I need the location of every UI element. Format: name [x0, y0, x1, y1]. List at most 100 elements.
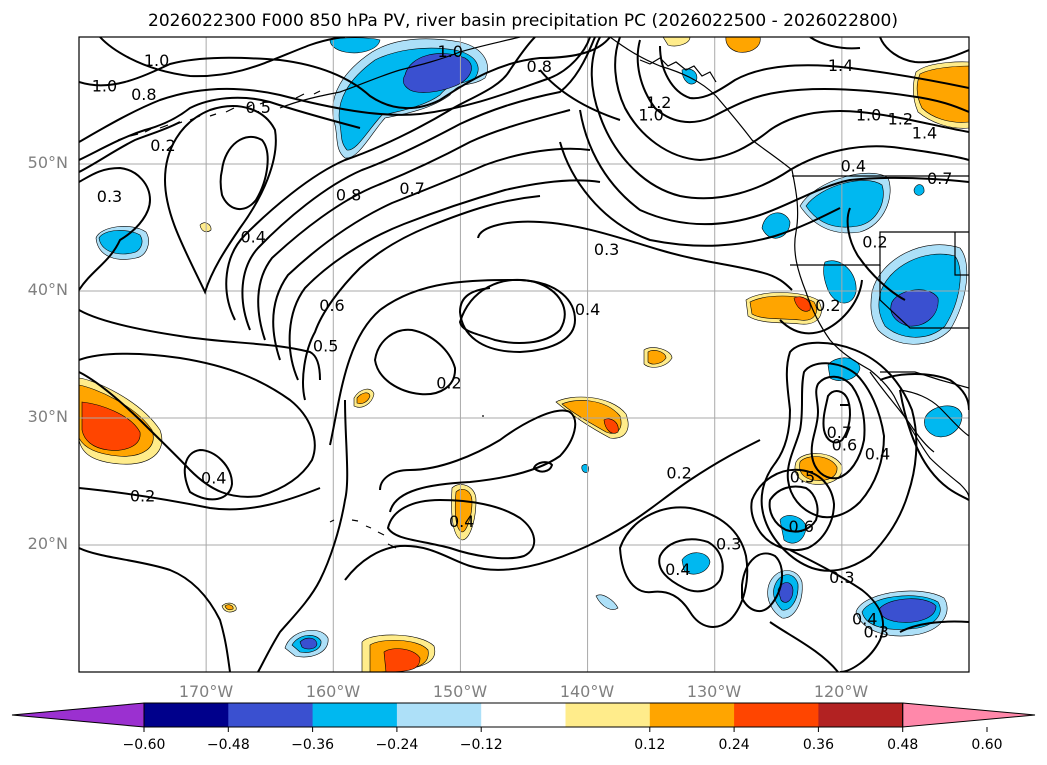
lat-tick-labels: 50°N 40°N 30°N 20°N — [28, 153, 68, 553]
lon-tick-label: 130°W — [687, 682, 742, 701]
contour-labels: 1.01.00.80.50.20.30.40.8 0.70.60.51.00.80… — [92, 42, 953, 641]
anomaly-blob-positive-misc — [199, 37, 969, 672]
pv-contour — [386, 498, 535, 560]
coastline-bc-islands — [639, 57, 717, 83]
contour-label: 0.7 — [827, 423, 852, 442]
pv-contour — [659, 45, 969, 100]
contour-label: 0.2 — [150, 136, 175, 155]
pv-contour — [183, 448, 234, 501]
pv-contour — [810, 375, 866, 480]
pv-contour — [822, 390, 851, 444]
pv-contour — [79, 547, 231, 672]
contour-label: 0.5 — [313, 337, 338, 356]
pv-contour — [79, 37, 611, 110]
colorbar-tick-label: 0.48 — [887, 737, 918, 753]
precip-shading — [79, 37, 969, 672]
contour-label: 0.4 — [852, 610, 877, 629]
contour-label: 0.3 — [716, 535, 741, 554]
colorbar-bin — [818, 703, 904, 727]
gridlines — [79, 37, 969, 672]
pv-contour — [809, 37, 861, 50]
border-us-mexico — [880, 371, 969, 389]
contour-label: 0.5 — [246, 98, 271, 117]
lon-tick-label: 160°W — [306, 682, 361, 701]
pv-contour — [241, 37, 596, 331]
contour-label: 1.0 — [144, 51, 169, 70]
pv-contour — [272, 147, 591, 361]
pv-contour — [219, 135, 269, 210]
pv-contours — [79, 37, 969, 672]
pv-contour — [786, 362, 886, 519]
colorbar-tick-label: −0.36 — [291, 737, 334, 753]
colorbar-tick-label: −0.24 — [375, 737, 418, 753]
pv-contour — [225, 37, 536, 321]
contour-label: 0.4 — [575, 300, 600, 319]
colorbar-tick-label: −0.60 — [123, 737, 166, 753]
colorbar-bin — [734, 703, 819, 727]
colorbar-tick-label: −0.12 — [460, 737, 503, 753]
contour-label: 0.4 — [449, 512, 474, 531]
lat-tick-label: 20°N — [28, 534, 68, 553]
contour-label: 0.3 — [829, 568, 854, 587]
colorbar-tick-label: 0.60 — [971, 737, 1002, 753]
pv-contour — [257, 109, 571, 341]
hawaii-islands — [329, 519, 397, 549]
pv-contour — [789, 549, 885, 672]
colorbar-bin — [649, 703, 735, 727]
contour-label: 0.2 — [815, 296, 840, 315]
contour-label: 0.8 — [527, 57, 552, 76]
colorbar-bin — [312, 703, 398, 727]
contour-label: 1.0 — [638, 105, 663, 124]
border-state-1 — [790, 231, 969, 266]
map-panel: 1.01.00.80.50.20.30.40.8 0.70.60.51.00.80… — [78, 36, 970, 673]
map-title: 2026022300 F000 850 hPa PV, river basin … — [148, 11, 898, 31]
colorbar-tick-label: 0.36 — [803, 737, 834, 753]
coastlines — [117, 37, 969, 549]
pv-contour — [658, 538, 724, 593]
colorbar-extend-over — [902, 702, 1036, 728]
contour-label: 1.4 — [912, 123, 937, 142]
pv-contour — [846, 207, 906, 301]
anomaly-blob-negative-tropical — [284, 68, 948, 658]
pv-contour — [532, 461, 554, 473]
colorbar-extend-under — [11, 702, 145, 728]
colorbar-bin — [144, 703, 229, 727]
coastline-mexico — [899, 389, 969, 437]
colorbar-bin — [565, 703, 651, 727]
pv-contour — [79, 166, 152, 291]
anomaly-blob-positive-west — [79, 377, 163, 465]
pv-contour — [741, 552, 783, 613]
pv-contour — [79, 352, 316, 498]
contour-label: 1.2 — [646, 93, 671, 112]
colorbar-tick-label: 0.12 — [634, 737, 665, 753]
contour-label: 0.7 — [399, 179, 424, 198]
contour-label: 0.6 — [832, 436, 857, 455]
lon-tick-label: 170°W — [179, 682, 234, 701]
lon-tick-labels: 170°W 160°W 150°W 140°W 130°W 120°W — [179, 682, 869, 701]
contour-label: 0.6 — [788, 517, 813, 536]
coastline-alaska — [279, 37, 521, 109]
anomaly-blob-negative-aleutian — [329, 37, 488, 159]
colorbar-bin — [396, 703, 482, 727]
contour-label: 0.2 — [130, 486, 155, 505]
pv-contour — [99, 37, 346, 78]
contour-label: 0.5 — [790, 467, 815, 486]
pv-contour — [768, 485, 819, 533]
pv-contour — [559, 141, 841, 247]
pv-contour — [590, 37, 969, 200]
pv-contour — [899, 620, 969, 633]
contour-label: 0.4 — [201, 469, 226, 488]
contour-label: 1.0 — [438, 42, 463, 61]
pv-contour — [79, 121, 181, 173]
lon-tick-label: 150°W — [433, 682, 488, 701]
pv-contour — [579, 109, 969, 226]
contour-label: 0.6 — [319, 296, 344, 315]
pv-contour — [879, 37, 969, 64]
lat-tick-label: 40°N — [28, 280, 68, 299]
anomaly-blob-negative-west — [95, 226, 149, 260]
pv-contour — [163, 105, 277, 295]
pv-contour — [373, 328, 457, 396]
pv-contour — [302, 195, 541, 401]
contour-label: 0.4 — [240, 227, 265, 246]
